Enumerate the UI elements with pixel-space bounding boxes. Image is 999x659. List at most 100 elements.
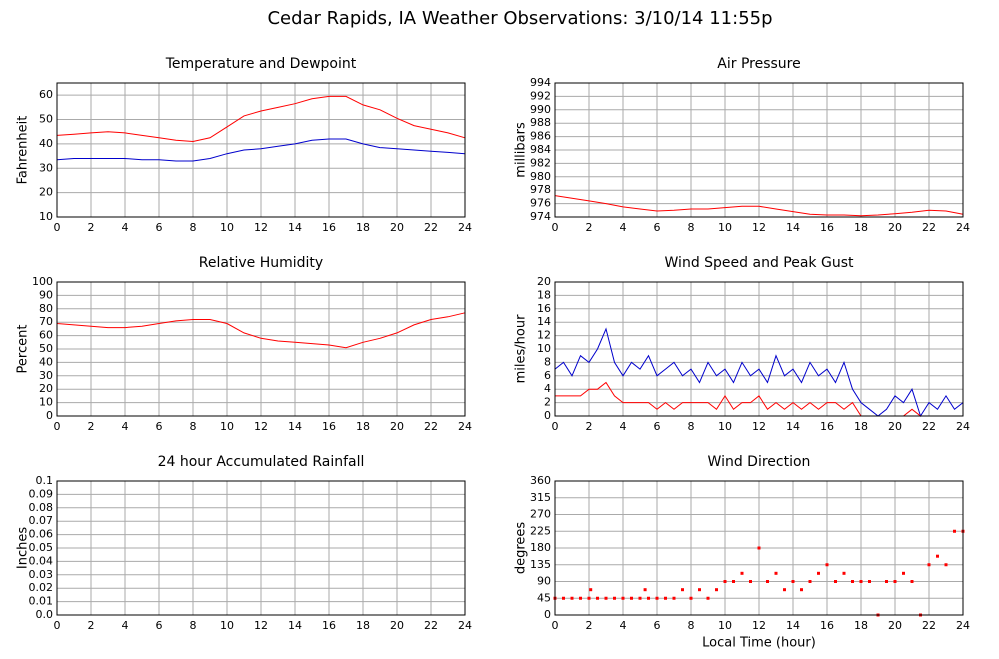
x-tick-label: 8 (688, 221, 695, 234)
data-point (655, 596, 659, 600)
data-point (944, 563, 948, 567)
x-tick-label: 16 (820, 420, 834, 433)
x-tick-label: 2 (88, 619, 95, 632)
x-tick-label: 2 (586, 221, 593, 234)
y-tick-label: 20 (537, 275, 551, 288)
y-axis-label: Fahrenheit (16, 116, 31, 185)
data-point (570, 596, 574, 600)
x-tick-label: 22 (922, 619, 936, 632)
x-tick-label: 22 (424, 221, 438, 234)
plot-frame (56, 480, 466, 616)
data-point (706, 596, 710, 600)
data-point (893, 580, 897, 583)
y-tick-label: 30 (39, 369, 53, 382)
data-point (902, 571, 905, 575)
y-tick-label: 225 (530, 524, 551, 537)
x-tick-label: 0 (552, 619, 559, 632)
x-tick-label: 18 (356, 221, 370, 234)
x-tick-label: 22 (922, 420, 936, 433)
x-tick-label: 10 (220, 221, 234, 234)
data-point (638, 596, 642, 600)
data-point (910, 580, 914, 583)
x-tick-label: 0 (54, 420, 61, 433)
y-axis-label: Inches (16, 527, 31, 569)
x-tick-label: 10 (220, 619, 234, 632)
x-tick-label: 14 (288, 420, 302, 433)
data-line (554, 195, 964, 217)
y-tick-label: 974 (530, 210, 551, 223)
data-point (621, 596, 625, 600)
y-tick-label: 10 (537, 342, 551, 355)
x-tick-label: 16 (322, 221, 336, 234)
data-point (613, 596, 616, 600)
y-tick-label: 50 (39, 342, 53, 355)
y-tick-label: 0.1 (36, 474, 54, 487)
chart-title: Wind Speed and Peak Gust (665, 255, 854, 271)
data-line (56, 312, 466, 349)
x-tick-label: 20 (390, 619, 404, 632)
y-tick-label: 2 (544, 396, 551, 409)
data-point (715, 588, 718, 592)
x-tick-label: 18 (356, 619, 370, 632)
x-tick-label: 0 (54, 221, 61, 234)
x-tick-label: 16 (322, 420, 336, 433)
data-point (783, 588, 786, 592)
x-tick-label: 8 (688, 619, 695, 632)
x-tick-label: 4 (620, 619, 627, 632)
x-tick-label: 10 (718, 221, 732, 234)
x-tick-label: 2 (88, 221, 95, 234)
x-tick-label: 10 (718, 619, 732, 632)
y-tick-label: 0.03 (29, 568, 54, 581)
y-axis-label: Percent (16, 325, 31, 374)
plot-frame (554, 480, 964, 616)
y-tick-label: 270 (530, 508, 551, 521)
x-tick-label: 6 (654, 420, 661, 433)
y-axis-label: millibars (514, 122, 529, 178)
y-tick-label: 976 (530, 197, 551, 210)
data-point (774, 571, 778, 575)
x-tick-label: 16 (322, 619, 336, 632)
x-tick-label: 22 (922, 221, 936, 234)
x-tick-label: 2 (586, 619, 593, 632)
x-tick-label: 4 (122, 221, 129, 234)
x-tick-label: 4 (122, 420, 129, 433)
data-point (689, 596, 693, 600)
x-tick-label: 8 (190, 221, 197, 234)
data-point (825, 563, 829, 567)
x-tick-label: 12 (752, 420, 766, 433)
x-tick-label: 12 (752, 619, 766, 632)
x-tick-label: 12 (254, 420, 268, 433)
y-tick-label: 0.04 (29, 554, 54, 567)
y-tick-label: 982 (530, 156, 551, 169)
data-point (953, 529, 956, 533)
y-tick-label: 0.07 (29, 514, 54, 527)
data-point (834, 580, 837, 583)
x-tick-label: 10 (220, 420, 234, 433)
y-tick-label: 45 (537, 591, 551, 604)
x-tick-label: 14 (786, 619, 800, 632)
x-tick-label: 6 (156, 420, 163, 433)
data-point (630, 596, 633, 600)
y-tick-label: 0 (544, 409, 551, 422)
y-tick-label: 0 (544, 608, 551, 621)
x-tick-label: 10 (718, 420, 732, 433)
y-tick-label: 988 (530, 116, 551, 129)
y-tick-label: 18 (537, 288, 551, 301)
x-tick-label: 14 (288, 619, 302, 632)
x-tick-label: 18 (356, 420, 370, 433)
y-tick-label: 20 (39, 186, 53, 199)
y-tick-label: 20 (39, 382, 53, 395)
data-line (554, 327, 964, 418)
x-tick-label: 14 (288, 221, 302, 234)
data-line (56, 138, 466, 162)
data-point (579, 596, 582, 600)
y-tick-label: 180 (530, 541, 551, 554)
x-tick-label: 24 (458, 221, 472, 234)
y-tick-label: 10 (39, 210, 53, 223)
data-point (647, 596, 650, 600)
y-tick-label: 40 (39, 137, 53, 150)
y-tick-label: 14 (537, 315, 551, 328)
x-tick-label: 0 (552, 221, 559, 234)
page-title: Cedar Rapids, IA Weather Observations: 3… (267, 8, 772, 29)
x-tick-label: 0 (54, 619, 61, 632)
